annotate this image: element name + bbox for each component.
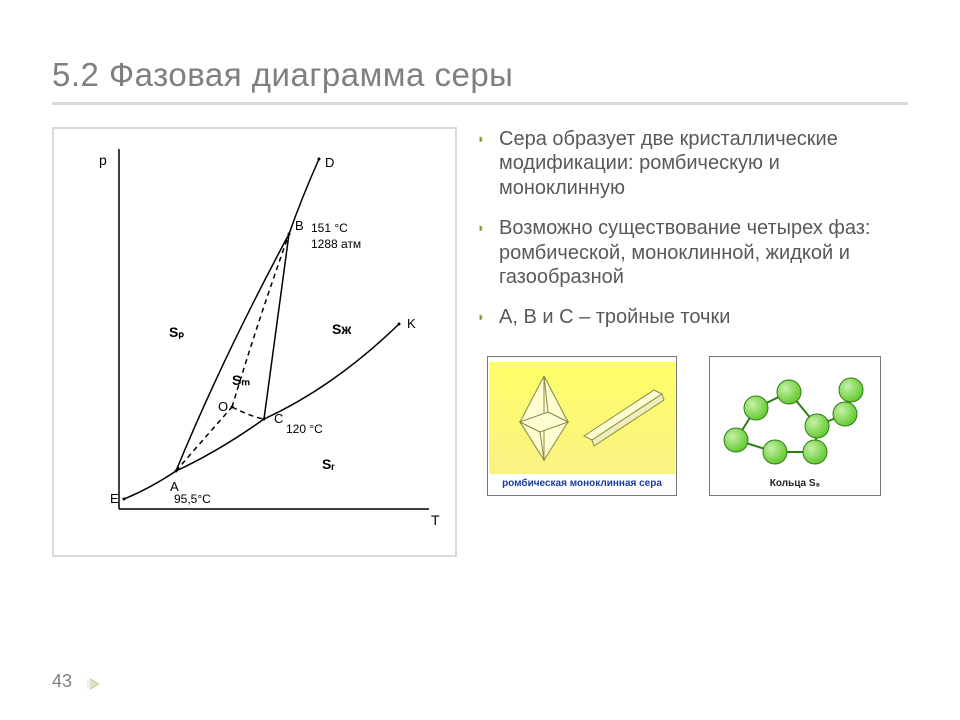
bullet-item: A, B и C – тройные точки (477, 305, 908, 329)
svg-text:151 °C: 151 °C (311, 221, 348, 235)
phase-diagram-svg: TpEA95,5°CC120 °COB151 °C1288 атмDKSₚSₘS… (54, 129, 455, 555)
slide-title: 5.2 Фазовая диаграмма серы (52, 56, 908, 94)
thumb-green-svg (711, 362, 879, 474)
svg-text:120 °C: 120 °C (286, 422, 323, 436)
svg-text:Sᵣ: Sᵣ (322, 456, 335, 472)
footer-arrow-icon (90, 678, 100, 690)
thumb-yellow-caption: ромбическая моноклинная сера (502, 478, 662, 489)
thumb-s8-rings: Кольца S₈ (709, 356, 881, 496)
page-number: 43 (52, 671, 72, 692)
thumb-rhombic-monoclinic: ромбическая моноклинная сера (487, 356, 677, 496)
svg-text:Sₘ: Sₘ (232, 372, 250, 388)
bullet-item: Сера образует две кристаллические модифи… (477, 127, 908, 200)
svg-text:K: K (407, 316, 416, 331)
left-column: TpEA95,5°CC120 °COB151 °C1288 атмDKSₚSₘS… (52, 127, 457, 557)
svg-text:Sж: Sж (332, 321, 352, 337)
svg-text:1288 атм: 1288 атм (311, 237, 361, 251)
thumbnail-row: ромбическая моноклинная сера Кольца S₈ (487, 356, 908, 496)
svg-text:B: B (295, 218, 304, 233)
svg-text:95,5°C: 95,5°C (174, 492, 211, 506)
svg-text:E: E (110, 491, 119, 506)
svg-text:O: O (218, 399, 228, 414)
svg-text:D: D (325, 155, 334, 170)
svg-text:T: T (431, 512, 440, 528)
right-column: Сера образует две кристаллические модифи… (477, 127, 908, 557)
title-rule (52, 102, 908, 105)
content-row: TpEA95,5°CC120 °COB151 °C1288 атмDKSₚSₘS… (52, 127, 908, 557)
svg-text:p: p (99, 152, 107, 168)
bullet-list: Сера образует две кристаллические модифи… (477, 127, 908, 330)
thumb-green-caption: Кольца S₈ (770, 478, 820, 489)
phase-diagram-frame: TpEA95,5°CC120 °COB151 °C1288 атмDKSₚSₘS… (52, 127, 457, 557)
svg-text:Sₚ: Sₚ (169, 324, 184, 340)
svg-text:C: C (274, 411, 283, 426)
thumb-yellow-svg (489, 362, 675, 474)
bullet-item: Возможно существование четырех фаз: ромб… (477, 216, 908, 289)
